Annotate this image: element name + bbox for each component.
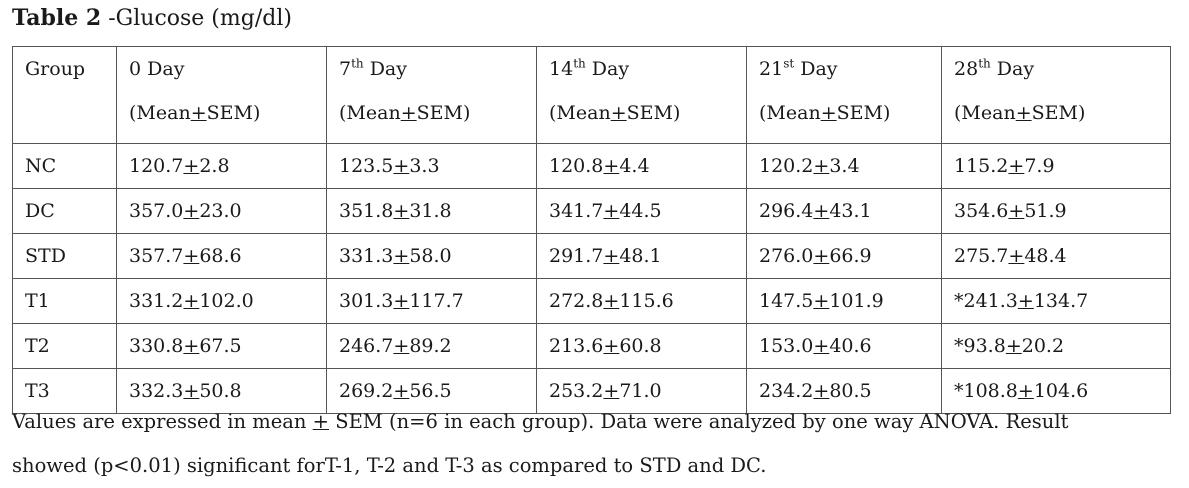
value-cell: 275.7+48.4	[941, 233, 1171, 279]
value-cell: 332.3+50.8	[116, 368, 327, 414]
value-cell: 120.7+2.8	[116, 143, 327, 189]
column-title: Group	[25, 58, 86, 80]
table-row-dc: DC 357.0+23.0 351.8+31.8 341.7+44.5 296.…	[12, 188, 1171, 234]
group-cell: T3	[12, 368, 117, 414]
value-cell: 153.0+40.6	[746, 323, 942, 369]
header-row: Group 0 Day (Mean+SEM) 7th Day (Mean+SEM…	[12, 46, 1171, 144]
table-row-nc: NC 120.7+2.8 123.5+3.3 120.8+4.4 120.2+3…	[12, 143, 1171, 189]
value-cell: 351.8+31.8	[326, 188, 537, 234]
column-subtitle: (Mean+SEM)	[339, 102, 471, 124]
value-cell: 213.6+60.8	[536, 323, 747, 369]
value-cell: 115.2+7.9	[941, 143, 1171, 189]
value-cell: 253.2+71.0	[536, 368, 747, 414]
value-cell: *93.8+20.2	[941, 323, 1171, 369]
value-cell: 296.4+43.1	[746, 188, 942, 234]
value-cell: 147.5+101.9	[746, 278, 942, 324]
table-title: -Glucose (mg/dl)	[101, 6, 292, 31]
value-cell: 269.2+56.5	[326, 368, 537, 414]
group-cell: DC	[12, 188, 117, 234]
column-subtitle: (Mean+SEM)	[549, 102, 681, 124]
value-cell: 276.0+66.9	[746, 233, 942, 279]
table-row-t2: T2 330.8+67.5 246.7+89.2 213.6+60.8 153.…	[12, 323, 1171, 369]
table-row-t3: T3 332.3+50.8 269.2+56.5 253.2+71.0 234.…	[12, 368, 1171, 414]
column-title: 0 Day	[129, 58, 185, 80]
column-subtitle: (Mean+SEM)	[954, 102, 1086, 124]
column-subtitle: (Mean+SEM)	[759, 102, 891, 124]
column-subtitle: (Mean+SEM)	[129, 102, 261, 124]
table-row-std: STD 357.7+68.6 331.3+58.0 291.7+48.1 276…	[12, 233, 1171, 279]
group-cell: NC	[12, 143, 117, 189]
value-cell: 234.2+80.5	[746, 368, 942, 414]
footnote-line-2: showed (p<0.01) significant forT-1, T-2 …	[12, 454, 767, 477]
column-header-day-7: 7th Day (Mean+SEM)	[326, 46, 537, 144]
value-cell: *241.3+134.7	[941, 278, 1171, 324]
glucose-table: Group 0 Day (Mean+SEM) 7th Day (Mean+SEM…	[12, 46, 1171, 414]
group-cell: T1	[12, 278, 117, 324]
value-cell: 354.6+51.9	[941, 188, 1171, 234]
table-label: Table 2	[12, 5, 102, 31]
value-cell: 120.8+4.4	[536, 143, 747, 189]
value-cell: 120.2+3.4	[746, 143, 942, 189]
value-cell: 246.7+89.2	[326, 323, 537, 369]
value-cell: 331.3+58.0	[326, 233, 537, 279]
value-cell: 357.7+68.6	[116, 233, 327, 279]
column-header-day-14: 14th Day (Mean+SEM)	[536, 46, 747, 144]
value-cell: 272.8+115.6	[536, 278, 747, 324]
column-title: 28th Day	[954, 56, 1035, 80]
value-cell: 341.7+44.5	[536, 188, 747, 234]
value-cell: 357.0+23.0	[116, 188, 327, 234]
column-title: 14th Day	[549, 56, 630, 80]
value-cell: 291.7+48.1	[536, 233, 747, 279]
value-cell: 330.8+67.5	[116, 323, 327, 369]
footnote-line-1: Values are expressed in mean + SEM (n=6 …	[12, 410, 1069, 433]
group-cell: T2	[12, 323, 117, 369]
value-cell: 331.2+102.0	[116, 278, 327, 324]
table-footnote: Values are expressed in mean + SEM (n=6 …	[12, 400, 1172, 488]
group-cell: STD	[12, 233, 117, 279]
column-header-day-28: 28th Day (Mean+SEM)	[941, 46, 1171, 144]
value-cell: 123.5+3.3	[326, 143, 537, 189]
column-title: 7th Day	[339, 56, 407, 80]
column-header-group: Group	[12, 46, 117, 144]
value-cell: *108.8+104.6	[941, 368, 1171, 414]
table-caption: Table 2 -Glucose (mg/dl)	[12, 2, 292, 35]
column-header-day-21: 21st Day (Mean+SEM)	[746, 46, 942, 144]
value-cell: 301.3+117.7	[326, 278, 537, 324]
column-header-day-0: 0 Day (Mean+SEM)	[116, 46, 327, 144]
column-title: 21st Day	[759, 56, 838, 80]
table-row-t1: T1 331.2+102.0 301.3+117.7 272.8+115.6 1…	[12, 278, 1171, 324]
